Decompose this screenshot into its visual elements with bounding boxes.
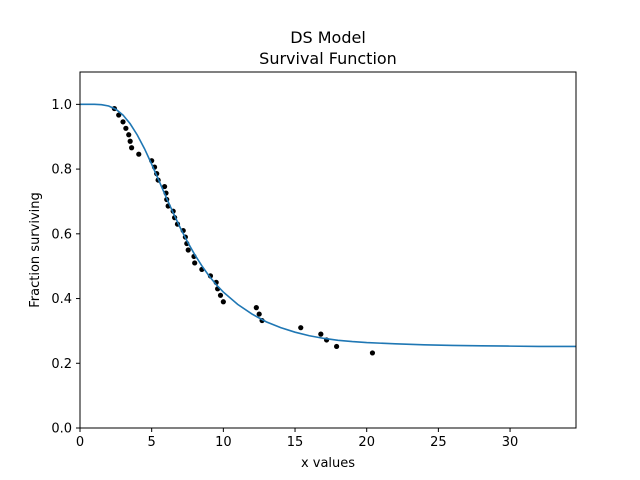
data-point (161, 183, 168, 190)
data-point (217, 292, 224, 298)
data-point (120, 119, 126, 125)
data-point (127, 138, 133, 144)
chart-subtitle: Survival Function (259, 49, 397, 68)
x-tick-label: 15 (287, 435, 304, 450)
data-point (369, 350, 376, 356)
data-point (334, 343, 340, 350)
data-point (298, 325, 304, 331)
chart-title: DS Model (290, 28, 366, 47)
data-point (318, 331, 324, 337)
plot-area: 0 5 10 15 20 25 30 0.0 0.2 0.4 0.6 0.8 1.0 (51, 71, 577, 450)
axes-frame (79, 71, 577, 429)
data-point (129, 145, 135, 151)
data-point (256, 311, 262, 317)
y-tick-label: 0.2 (51, 357, 72, 372)
y-tick-label: 0.6 (51, 227, 72, 242)
data-point (220, 299, 226, 305)
data-point (185, 247, 191, 253)
data-point (123, 125, 129, 131)
x-axis-label: x values (301, 456, 355, 471)
x-tick-label: 20 (358, 435, 375, 450)
data-point (116, 112, 122, 118)
x-tick-label: 10 (215, 435, 232, 450)
y-tick-label: 0.0 (51, 422, 72, 437)
data-point (192, 260, 198, 266)
y-tick-label: 0.4 (51, 292, 72, 307)
x-tick-label: 0 (76, 435, 84, 450)
data-point (126, 132, 132, 138)
x-tick-label: 30 (502, 435, 519, 450)
y-axis-label: Fraction surviving (28, 192, 43, 307)
x-tick-label: 25 (430, 435, 447, 450)
survival-curve (80, 103, 576, 348)
x-tick-label: 5 (148, 435, 156, 450)
y-tick-label: 0.8 (51, 163, 72, 178)
data-point (253, 305, 259, 311)
data-point (136, 151, 142, 157)
y-tick-label: 1.0 (51, 98, 72, 113)
